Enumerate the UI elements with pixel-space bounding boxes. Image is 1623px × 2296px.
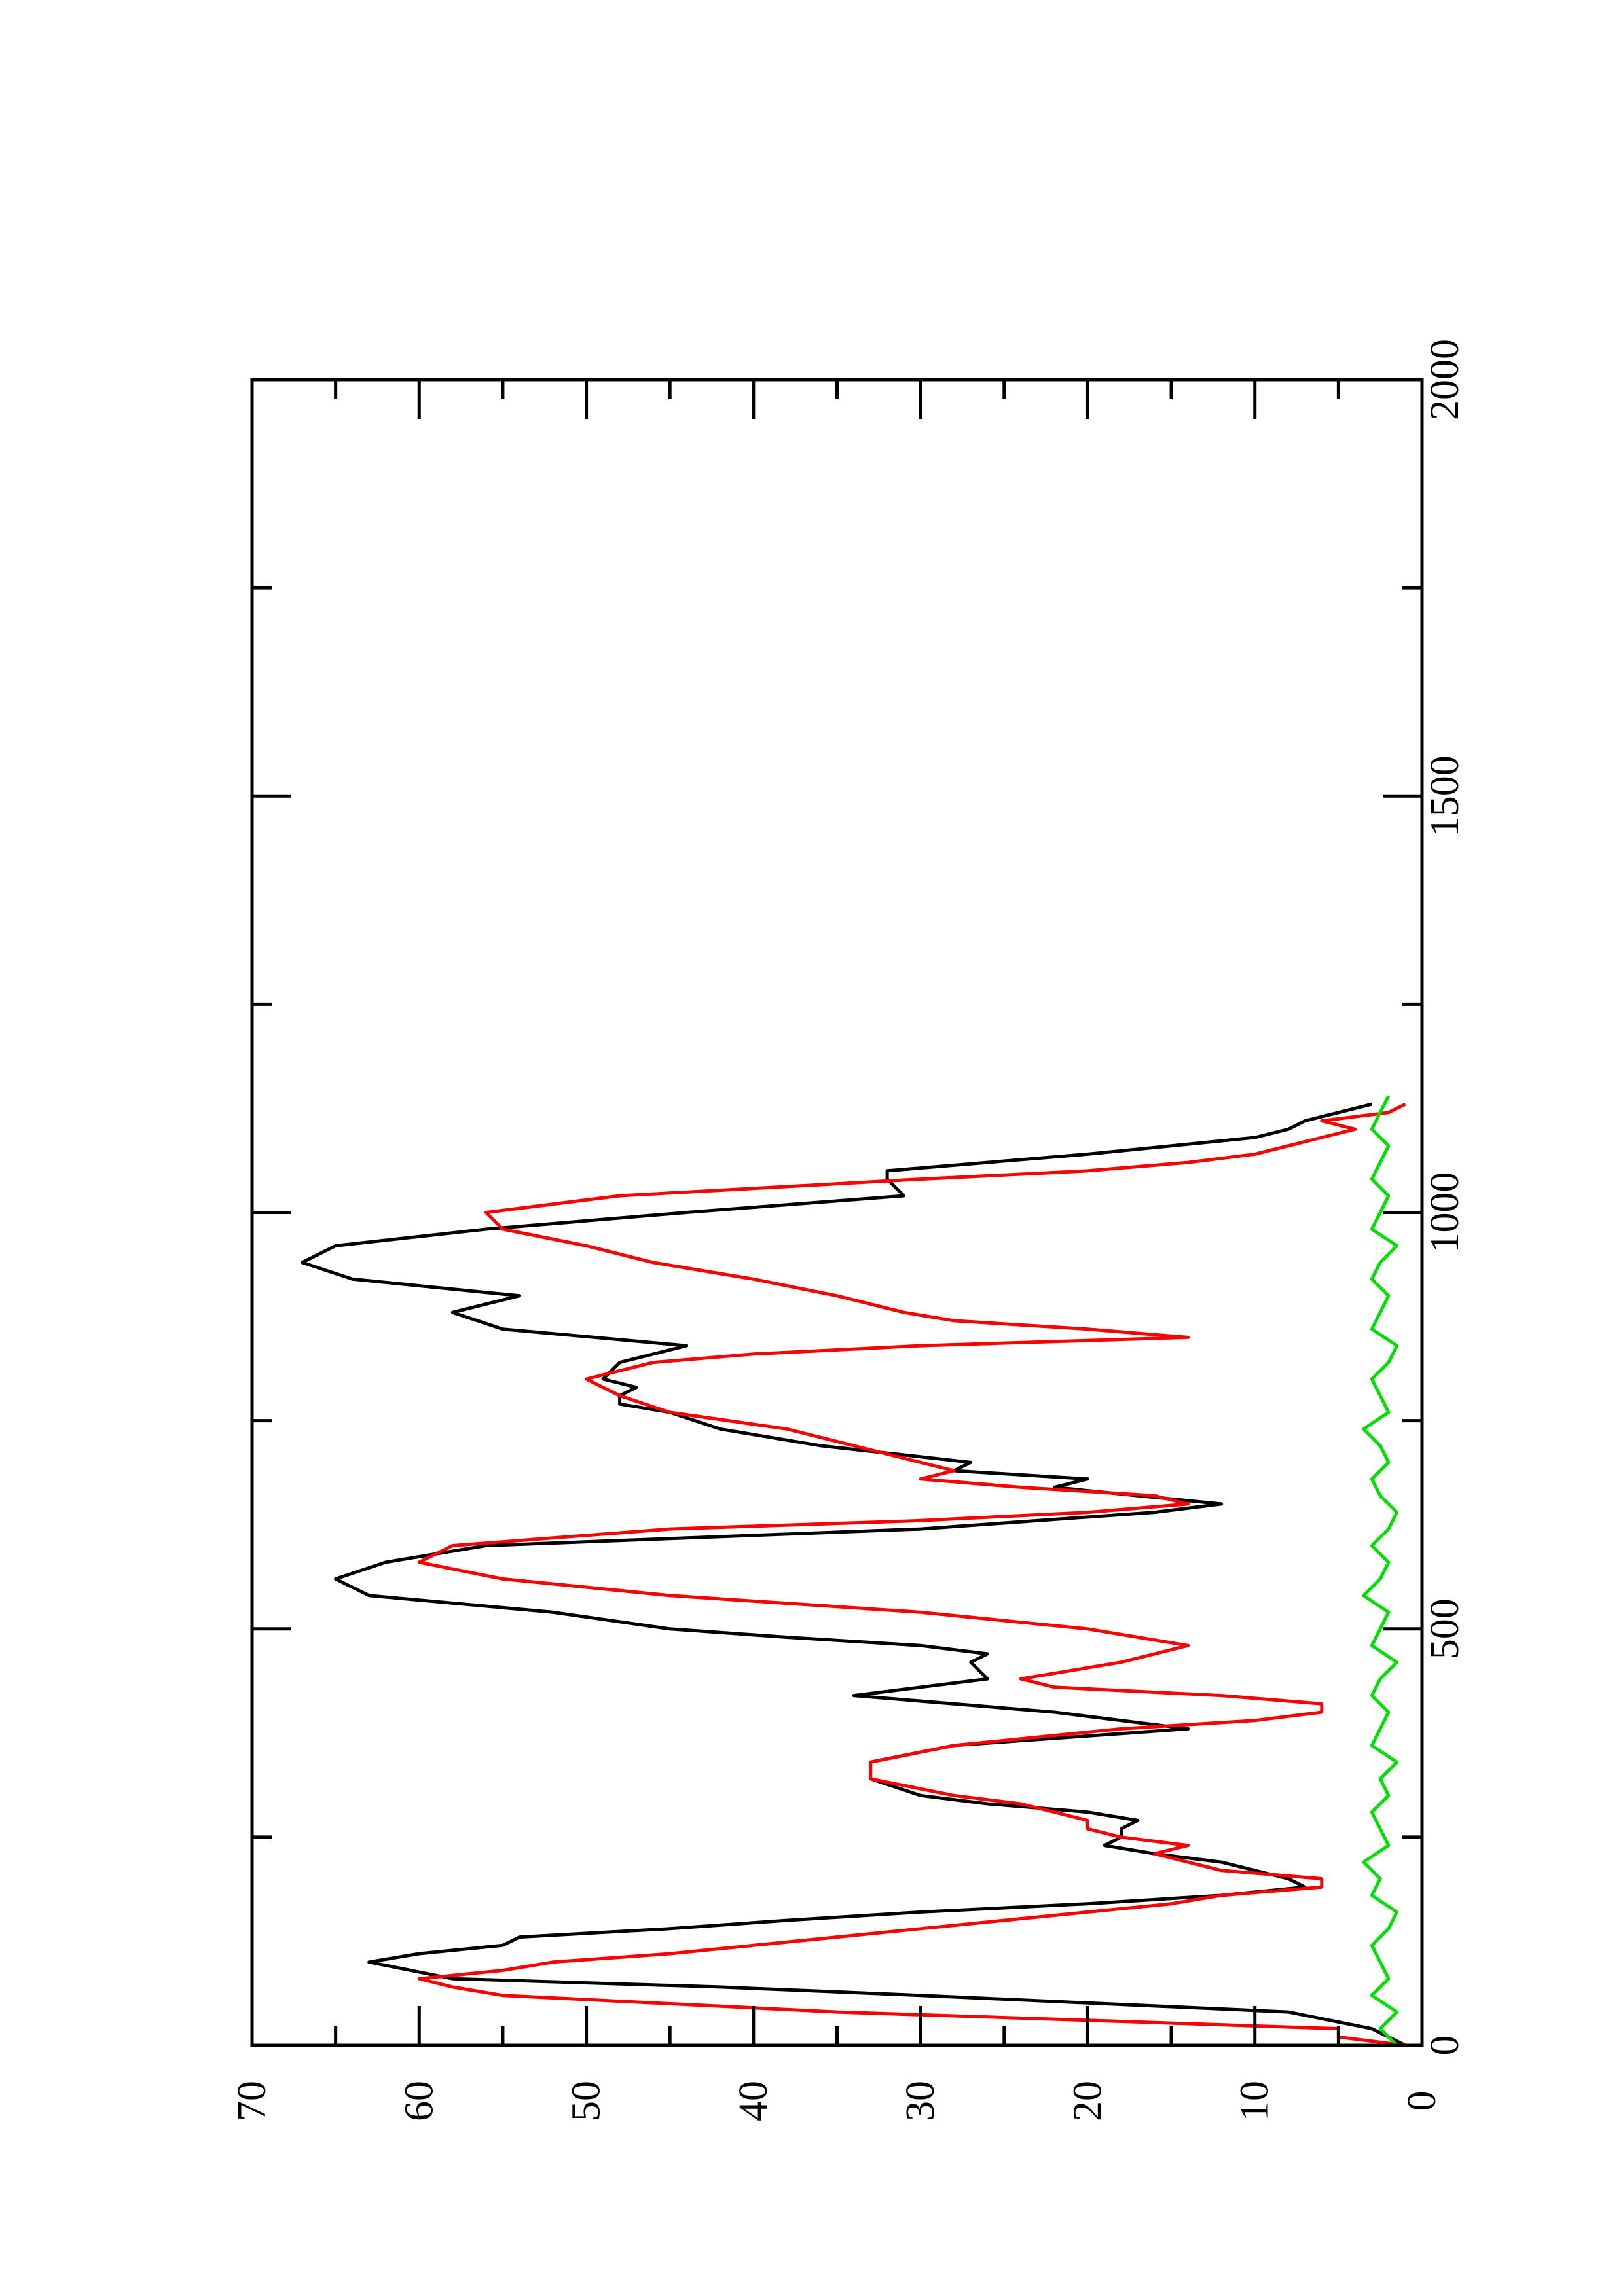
series-layer — [301, 1095, 1406, 2047]
x-tick-label: 1500 — [1423, 755, 1467, 836]
series-line-3 — [1362, 1095, 1399, 2047]
x-tick-label: 2000 — [1423, 339, 1467, 420]
y-tick-label: 40 — [731, 2081, 776, 2121]
y-tick-label: 70 — [230, 2081, 274, 2121]
x-tick-label: 500 — [1423, 1598, 1467, 1659]
ticks-layer — [250, 378, 1424, 2047]
tick-labels-layer: 0 500 1000 1500 2000 0 10 20 30 40 50 60 70 — [230, 339, 1467, 2121]
y-tick-label: 10 — [1233, 2081, 1277, 2121]
series-line-1 — [301, 1102, 1406, 2047]
y-tick-label: 50 — [564, 2081, 609, 2121]
y-tick-label: 20 — [1065, 2081, 1110, 2121]
plot-frame — [250, 378, 1424, 2047]
x-tick-label: 1000 — [1423, 1172, 1467, 1253]
y-tick-label: 30 — [898, 2081, 943, 2121]
series-line-2 — [417, 1102, 1406, 2047]
x-tick-label: 0 — [1423, 2036, 1467, 2056]
y-tick-label: 60 — [397, 2081, 441, 2121]
y-tick-label: 0 — [1400, 2091, 1444, 2111]
